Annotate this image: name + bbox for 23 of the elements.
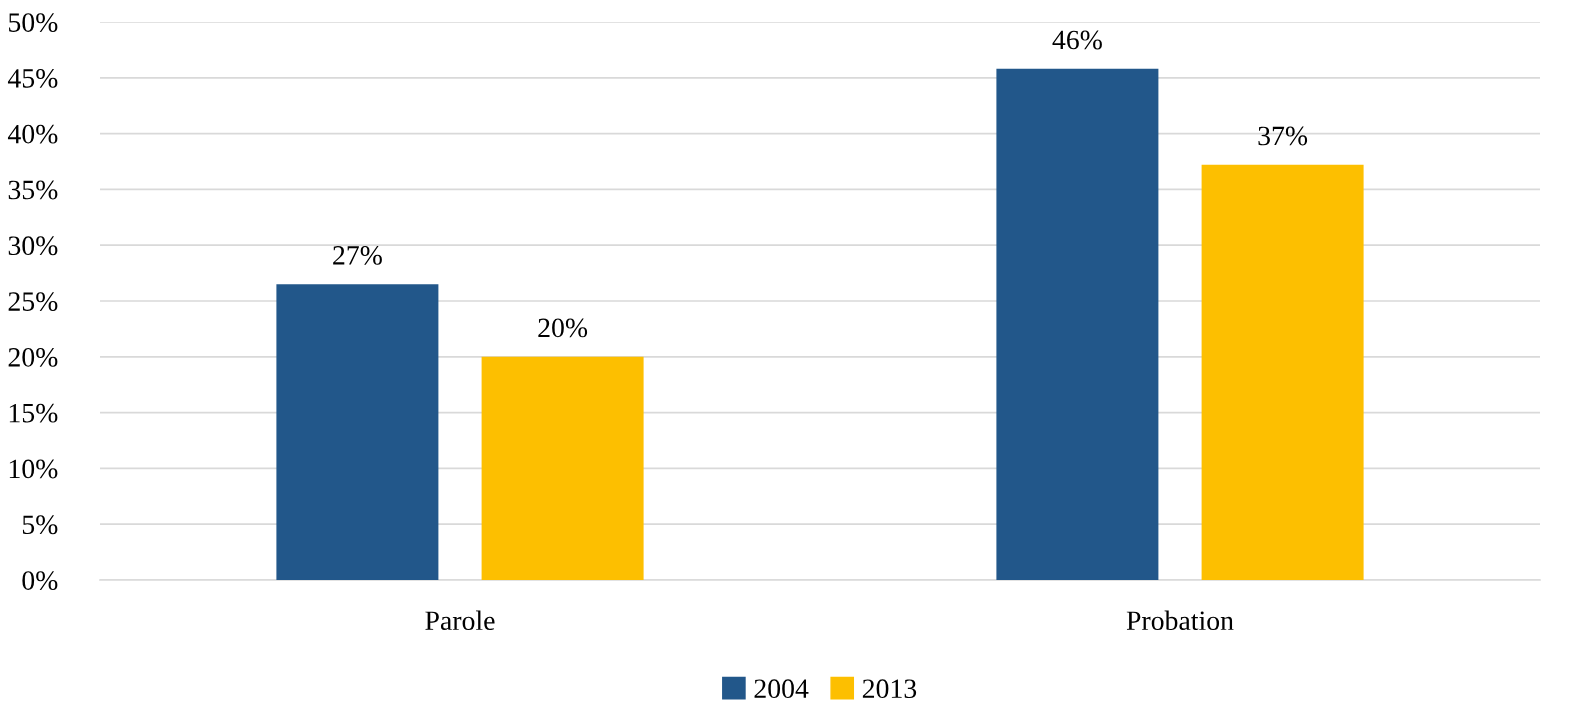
y-tick-label: 15%: [9, 403, 58, 423]
legend-label: 2013: [862, 679, 917, 699]
x-tick-label: Parole: [425, 610, 495, 631]
y-tick-label: 10%: [9, 459, 58, 479]
bar: [996, 68, 1159, 580]
y-tick-label: 50%: [9, 13, 58, 32]
x-tick-label: Probation: [1126, 610, 1234, 631]
data-label: 46%: [1052, 30, 1102, 50]
y-tick-label: 30%: [8, 236, 58, 256]
y-tick-label: 40%: [7, 124, 58, 144]
y-tick-label: 0%: [22, 571, 58, 590]
y-tick-label: 45%: [7, 68, 58, 88]
y-tick-label: 25%: [8, 292, 58, 311]
legend-label: 2004: [754, 679, 809, 699]
y-tick-label: 35%: [8, 180, 58, 200]
bar: [481, 356, 644, 580]
y-tick-label: 5%: [22, 515, 58, 535]
data-label: 27%: [333, 245, 382, 265]
bar: [276, 284, 439, 580]
data-label: 20%: [538, 318, 588, 338]
y-tick-label: 20%: [8, 347, 58, 367]
bar: [1201, 164, 1364, 580]
data-label: 37%: [1258, 126, 1308, 146]
